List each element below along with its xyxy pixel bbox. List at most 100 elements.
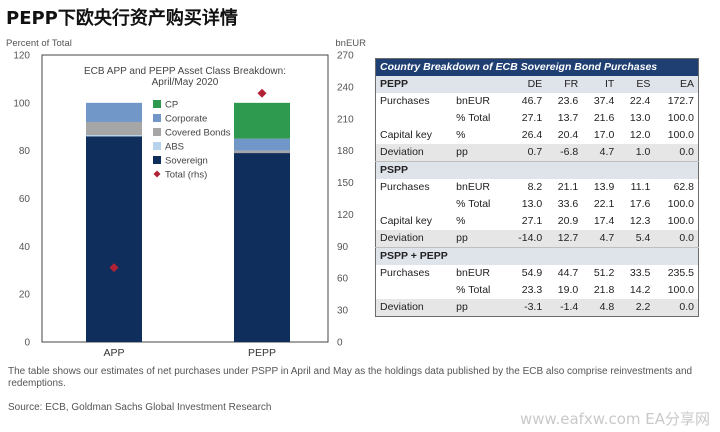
legend-swatch-total bbox=[153, 170, 161, 178]
table-cell: 20.4 bbox=[557, 129, 579, 141]
row-unit: % bbox=[456, 129, 466, 141]
column-header bbox=[618, 247, 655, 265]
table-cell: 13.0 bbox=[629, 112, 651, 124]
source-note: Source: ECB, Goldman Sachs Global Invest… bbox=[8, 402, 272, 413]
table-cell: 100.0 bbox=[667, 112, 694, 124]
table-row: % Total 27.1 13.7 21.6 13.0 100.0 bbox=[376, 110, 699, 127]
table-cell: 23.6 bbox=[557, 95, 579, 107]
left-axis-label: Percent of Total bbox=[6, 38, 72, 49]
row-label: Deviation bbox=[375, 144, 453, 162]
table-row: % Total 13.0 33.6 22.1 17.6 100.0 bbox=[376, 196, 699, 213]
table-row: Deviation pp 0.7 -6.8 4.7 1.0 0.0 bbox=[375, 144, 699, 162]
table-cell: 8.2 bbox=[527, 181, 543, 193]
row-unit: bnEUR bbox=[456, 95, 490, 107]
table-cell: 54.9 bbox=[521, 267, 543, 279]
bar-segment-cp bbox=[234, 102, 290, 139]
row-label: Deviation bbox=[375, 230, 453, 248]
table-cell: 0.0 bbox=[654, 299, 699, 317]
table-section-header: PSPP + PEPP bbox=[375, 247, 699, 265]
right-tick-label: 120 bbox=[337, 210, 354, 221]
left-tick-label: 0 bbox=[24, 338, 30, 349]
table-cell: 4.7 bbox=[582, 230, 619, 248]
row-unit: bnEUR bbox=[456, 267, 490, 279]
section-name: PSPP bbox=[375, 161, 506, 179]
table-cell: 1.0 bbox=[618, 144, 655, 162]
legend-label: CP bbox=[165, 100, 178, 111]
table-cell: 33.6 bbox=[557, 198, 579, 210]
column-header: ES bbox=[618, 76, 655, 93]
table-section-header: PEPP DE FR IT ES EA bbox=[375, 76, 699, 93]
table-cell: 44.7 bbox=[557, 267, 579, 279]
right-tick-label: 180 bbox=[337, 146, 354, 157]
table-cell: 62.8 bbox=[673, 181, 694, 193]
table-row: Purchases bnEUR 54.9 44.7 51.2 33.5 235.5 bbox=[376, 265, 699, 282]
table-cell: 27.1 bbox=[521, 215, 543, 227]
chart-title: ECB APP and PEPP Asset Class Breakdown: bbox=[84, 66, 286, 77]
row-unit: % Total bbox=[456, 284, 491, 296]
table-cell: 21.1 bbox=[557, 181, 579, 193]
chart-legend: CP Corporate Covered Bonds ABS Sovereign Tota… bbox=[153, 100, 231, 181]
section-name: PEPP bbox=[375, 76, 506, 93]
column-header: DE bbox=[505, 76, 547, 93]
row-label bbox=[376, 110, 453, 127]
table-cell: 11.1 bbox=[630, 181, 651, 193]
left-tick-label: 60 bbox=[19, 194, 31, 205]
legend-label: Covered Bonds bbox=[165, 128, 231, 139]
legend-swatch-sovereign bbox=[153, 156, 161, 164]
right-tick-label: 270 bbox=[337, 51, 354, 62]
category-label: APP bbox=[103, 347, 124, 359]
left-tick-label: 40 bbox=[19, 242, 31, 253]
column-header bbox=[505, 161, 547, 179]
bar-segment-covered-bonds bbox=[86, 121, 142, 136]
section-name: PSPP + PEPP bbox=[375, 247, 506, 265]
table-row: Deviation pp -3.1 -1.4 4.8 2.2 0.0 bbox=[375, 299, 699, 317]
table-cell: -14.0 bbox=[505, 230, 547, 248]
table-cell: 100.0 bbox=[667, 284, 694, 296]
bar-segment-corporate bbox=[86, 102, 142, 122]
category-label: PEPP bbox=[248, 347, 276, 359]
row-label: Purchases bbox=[380, 95, 430, 107]
bar-segment-abs bbox=[86, 135, 142, 137]
column-header bbox=[546, 161, 583, 179]
row-unit: % Total bbox=[456, 112, 491, 124]
table-row: Capital key% 26.4 20.4 17.0 12.0 100.0 bbox=[376, 127, 699, 144]
table-cell: 21.8 bbox=[593, 284, 615, 296]
row-label: Purchases bbox=[380, 181, 430, 193]
table-title-row: Country Breakdown of ECB Sovereign Bond … bbox=[375, 58, 699, 76]
bars bbox=[86, 102, 290, 342]
bar-segment-covered-bonds bbox=[234, 150, 290, 154]
table-row: Purchases bnEUR 8.2 21.1 13.9 11.1 62.8 bbox=[376, 179, 699, 196]
table-title: Country Breakdown of ECB Sovereign Bond … bbox=[375, 58, 699, 76]
row-label: Capital key bbox=[380, 215, 432, 227]
right-axis-label: bnEUR bbox=[335, 38, 366, 49]
table-cell: 13.9 bbox=[593, 181, 615, 193]
table-cell: 4.8 bbox=[582, 299, 619, 317]
table-cell: 2.2 bbox=[618, 299, 655, 317]
column-header: FR bbox=[546, 76, 583, 93]
left-tick-label: 80 bbox=[19, 146, 31, 157]
table-cell: 0.0 bbox=[654, 230, 699, 248]
table-row: Capital key% 27.1 20.9 17.4 12.3 100.0 bbox=[376, 213, 699, 230]
table-cell: -3.1 bbox=[505, 299, 547, 317]
right-tick-label: 210 bbox=[337, 114, 354, 125]
row-unit: bnEUR bbox=[456, 181, 490, 193]
table-cell: -1.4 bbox=[546, 299, 583, 317]
table-cell: 17.6 bbox=[629, 198, 651, 210]
table-cell: -6.8 bbox=[546, 144, 583, 162]
row-unit: pp bbox=[452, 230, 506, 248]
row-unit: pp bbox=[452, 144, 506, 162]
legend-swatch-cp bbox=[153, 100, 161, 108]
table-cell: 46.7 bbox=[521, 95, 543, 107]
table-cell: 5.4 bbox=[618, 230, 655, 248]
legend-swatch-abs bbox=[153, 142, 161, 150]
row-unit: % bbox=[456, 215, 466, 227]
table-cell: 27.1 bbox=[521, 112, 543, 124]
table-row: % Total 23.3 19.0 21.8 14.2 100.0 bbox=[376, 282, 699, 299]
table-cell: 19.0 bbox=[557, 284, 579, 296]
right-axis-ticks: 0 30 60 90 120 150 180 210 240 270 bbox=[337, 51, 354, 349]
table-cell: 100.0 bbox=[667, 198, 694, 210]
total-rhs-marker bbox=[109, 263, 119, 273]
right-tick-label: 60 bbox=[337, 274, 349, 285]
row-label bbox=[376, 196, 453, 213]
table-cell: 14.2 bbox=[629, 284, 651, 296]
